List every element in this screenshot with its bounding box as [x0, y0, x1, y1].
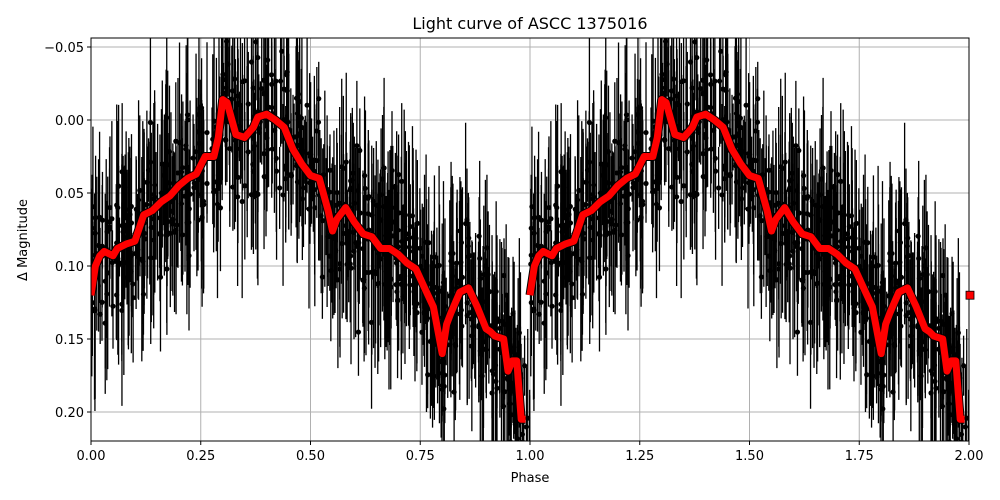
y-tick-label: 0.20 [55, 406, 84, 421]
y-axis-label: Δ Magnitude [16, 199, 31, 281]
chart-title: Light curve of ASCC 1375016 [412, 14, 647, 33]
x-tick-label: 1.25 [625, 449, 654, 464]
x-tick-label: 1.75 [845, 449, 874, 464]
x-tick-label: 0.00 [77, 449, 106, 464]
y-tick-label: 0.10 [55, 260, 84, 275]
x-tick-label: 0.50 [296, 449, 325, 464]
y-tick-label: 0.15 [55, 333, 84, 348]
y-tick-label: 0.00 [55, 114, 84, 129]
x-tick-label: 0.25 [186, 449, 215, 464]
y-axis-ticks: −0.05 0.00 0.05 0.10 0.15 0.20 [44, 41, 91, 421]
y-tick-label: 0.05 [55, 187, 84, 202]
x-tick-label: 1.00 [516, 449, 545, 464]
plot-data [91, 38, 969, 441]
x-tick-label: 2.00 [955, 449, 984, 464]
y-tick-label: −0.05 [44, 41, 84, 56]
binned-curve [91, 96, 526, 423]
x-axis-label: Phase [511, 471, 550, 486]
binned-curve [526, 96, 965, 423]
x-tick-label: 0.75 [406, 449, 435, 464]
x-tick-label: 1.50 [735, 449, 764, 464]
edge-marker [965, 290, 975, 300]
x-axis-ticks: 0.00 0.25 0.50 0.75 1.00 1.25 1.50 1.75 2.00 [77, 441, 984, 464]
